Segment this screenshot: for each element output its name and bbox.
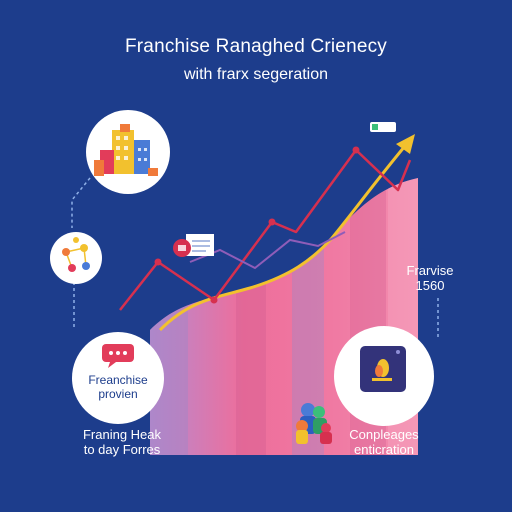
bottom-left-label-line2: to day Forres xyxy=(83,441,161,457)
app-tile-icon xyxy=(360,346,406,392)
page-subtitle: with frarx segeration xyxy=(183,66,329,83)
side-label-line1: Frarvise xyxy=(406,263,454,278)
price-tag-icon xyxy=(173,234,214,257)
bottom-left-label: Franing Heak to day Forres xyxy=(62,427,182,458)
side-label: Frarvise 1560 xyxy=(392,263,468,294)
line-point xyxy=(352,146,360,154)
line-point xyxy=(210,296,218,304)
red-zigzag-line xyxy=(119,148,412,311)
city-buildings-icon xyxy=(86,110,170,194)
dashed-connector xyxy=(71,177,91,228)
arrow-head xyxy=(396,134,415,154)
left-circle-label-line2: provien xyxy=(98,386,138,401)
bottom-left-label-line1: Franing Heak xyxy=(82,427,162,442)
left-circle-label-line1: Freanchise xyxy=(88,373,148,387)
flag-icon xyxy=(370,122,396,132)
left-circle-label: Freanchise provien xyxy=(72,373,164,402)
network-nodes-icon xyxy=(50,232,102,284)
right-circle-label-line2: enticration xyxy=(354,441,414,457)
people-group-icon xyxy=(296,403,332,444)
purple-line xyxy=(189,231,346,270)
page-title: Franchise Ranaghed Crienecy xyxy=(124,36,388,57)
right-circle-label-line1: Conpleages xyxy=(349,427,419,442)
right-circle-label: Conpleages enticration xyxy=(326,427,442,458)
line-point xyxy=(268,218,276,226)
trend-edge-line xyxy=(158,139,412,332)
line-point xyxy=(154,258,162,266)
side-label-line2: 1560 xyxy=(415,277,445,293)
left-callout-circle xyxy=(72,332,164,424)
chat-bubble-icon xyxy=(102,344,134,368)
